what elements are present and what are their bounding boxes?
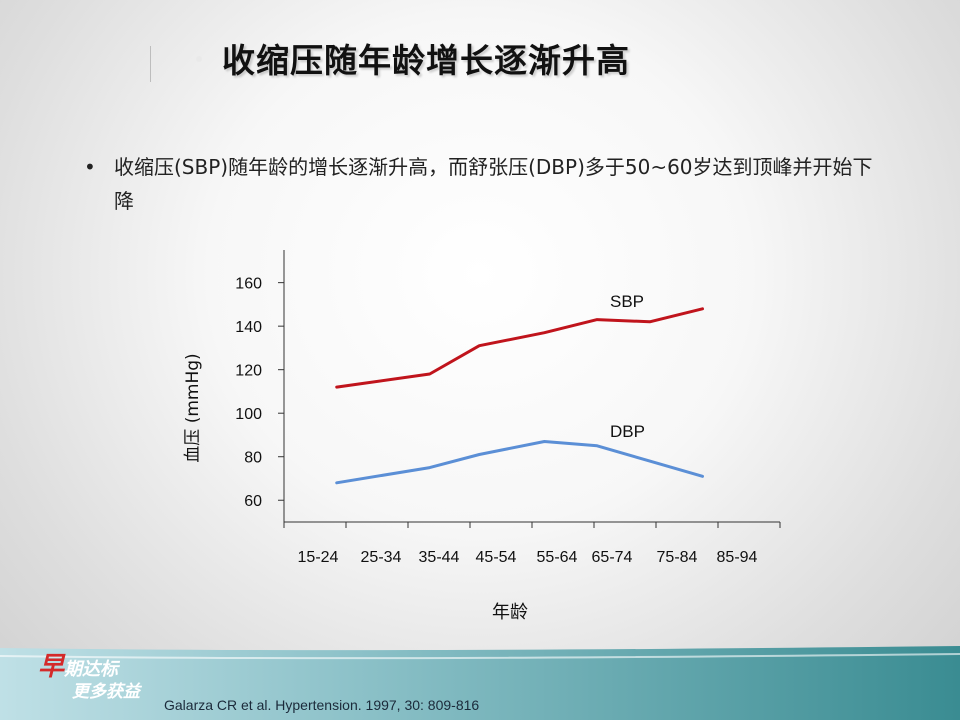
x-tick-label: 45-54 <box>476 549 517 566</box>
title-decoration-dot <box>196 56 202 62</box>
x-tick-label: 25-34 <box>361 549 402 566</box>
y-tick-label: 80 <box>244 450 262 467</box>
y-tick-label: 100 <box>235 406 262 423</box>
y-tick-label: 140 <box>235 319 262 336</box>
x-tick-label: 55-64 <box>537 549 578 566</box>
title-decoration <box>150 46 151 82</box>
series-line-sbp <box>335 307 704 389</box>
x-tick-label: 85-94 <box>717 549 758 566</box>
x-tick-label: 65-74 <box>592 549 633 566</box>
footer-band <box>0 646 960 720</box>
y-axis-title: 血压 (mmHg) <box>183 353 203 462</box>
citation: Galarza CR et al. Hypertension. 1997, 30… <box>164 697 480 713</box>
bullet-marker: • <box>84 155 96 179</box>
brand-logo: 早期达标 更多获益 <box>38 654 140 703</box>
brand-line2-text: 更多获益 <box>72 682 140 702</box>
series-line-dbp <box>335 440 704 485</box>
y-tick-label: 120 <box>235 363 262 380</box>
bullet-text: 收缩压(SBP)随年龄的增长逐渐升高，而舒张压(DBP)多于50~60岁达到顶峰… <box>114 155 873 213</box>
y-tick-label: 60 <box>244 493 262 510</box>
brand-first-char: 早 <box>38 652 65 682</box>
series-label-dbp: DBP <box>610 422 645 441</box>
x-axis-title: 年龄 <box>492 602 528 623</box>
x-tick-label: 75-84 <box>657 549 698 566</box>
y-tick-label: 160 <box>235 276 262 293</box>
x-tick-label: 15-24 <box>298 549 339 566</box>
slide-title: 收缩压随年龄增长逐渐升高 <box>222 41 630 80</box>
x-tick-label: 35-44 <box>419 549 460 566</box>
series-label-sbp: SBP <box>610 292 644 311</box>
brand-line1-text: 期达标 <box>64 659 119 680</box>
